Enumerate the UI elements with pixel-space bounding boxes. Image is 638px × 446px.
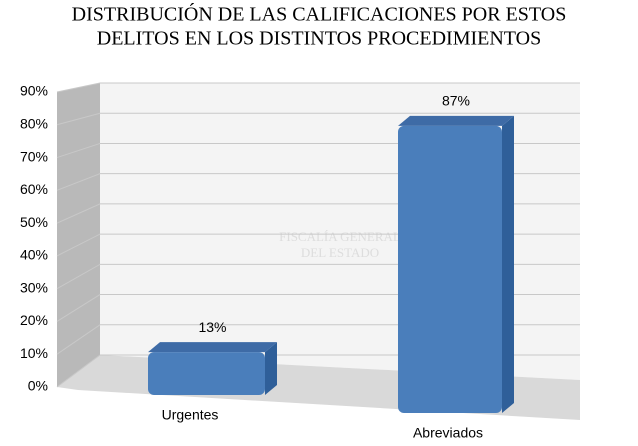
bar-top: [148, 342, 277, 353]
watermark: FISCALÍA GENERAL: [279, 229, 401, 244]
value-label: 87%: [442, 93, 470, 109]
y-tick-label: 10%: [20, 345, 48, 361]
x-tick-label: Urgentes: [162, 407, 219, 423]
bar-top: [398, 115, 514, 126]
y-tick-label: 20%: [20, 312, 48, 328]
y-tick-label: 70%: [20, 148, 48, 164]
value-label: 13%: [198, 319, 226, 335]
chart-title: DISTRIBUCIÓN DE LAS CALIFICACIONES POR E…: [72, 2, 567, 26]
side-wall: [57, 83, 100, 387]
bar-side: [502, 115, 514, 414]
y-tick-label: 40%: [20, 247, 48, 263]
y-tick-label: 50%: [20, 214, 48, 230]
y-tick-label: 90%: [20, 83, 48, 99]
y-tick-label: 60%: [20, 181, 48, 197]
y-tick-label: 80%: [20, 115, 48, 131]
bar-side: [265, 342, 277, 395]
grid-line: [56, 112, 580, 126]
bar: [398, 125, 502, 414]
chart-title: DELITOS EN LOS DISTINTOS PROCEDIMIENTOS: [97, 28, 541, 50]
y-tick-label: 0%: [28, 378, 48, 394]
x-tick-label: Abreviados: [413, 425, 483, 441]
y-tick-label: 30%: [20, 279, 48, 295]
bar: [148, 352, 265, 395]
watermark: DEL ESTADO: [301, 245, 379, 260]
grid-line: [56, 82, 580, 93]
